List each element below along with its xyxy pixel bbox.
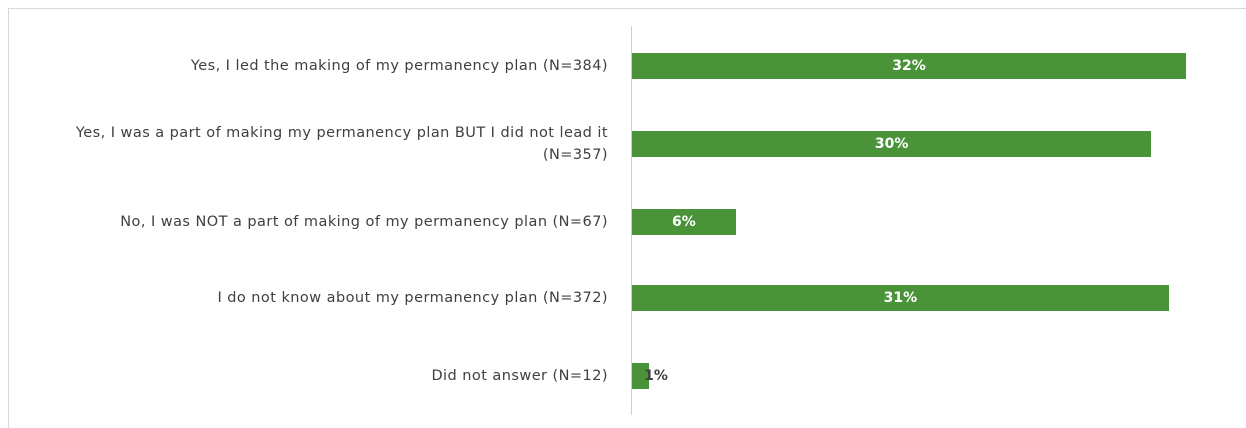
category-axis xyxy=(631,26,632,415)
bar xyxy=(632,363,650,389)
frame xyxy=(8,8,1246,428)
bar xyxy=(632,131,1152,157)
data-label: 31% xyxy=(883,290,918,306)
category-label: Did not answer (N=12) xyxy=(431,368,608,384)
category-label: Yes, I led the making of my permanency p… xyxy=(190,58,608,74)
category-label: Yes, I was a part of making my permanenc… xyxy=(75,125,608,163)
data-label: 32% xyxy=(892,58,926,74)
data-label: 30% xyxy=(874,136,909,152)
category-label: I do not know about my permanency plan (… xyxy=(217,290,608,306)
bar xyxy=(632,285,1169,311)
data-label: 6% xyxy=(672,214,696,230)
data-label: 1% xyxy=(644,368,668,384)
bar xyxy=(632,53,1186,79)
bar xyxy=(632,209,736,235)
category-label: No, I was NOT a part of making of my per… xyxy=(120,214,608,230)
